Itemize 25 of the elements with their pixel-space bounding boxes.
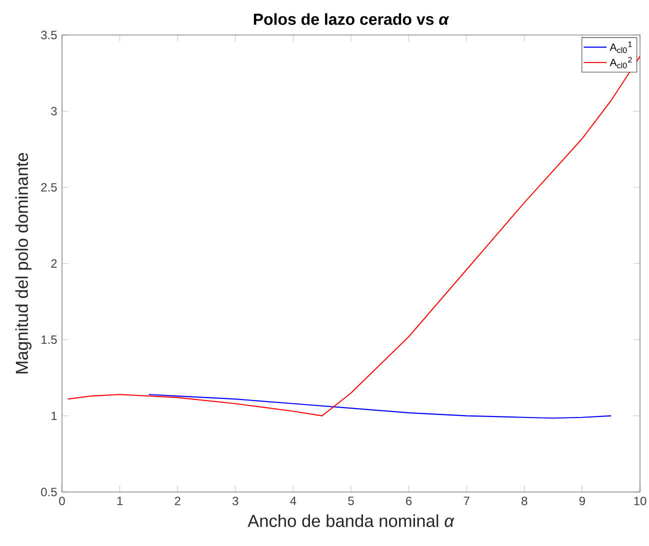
y-tick-label: 0.5 bbox=[41, 488, 57, 496]
y-tick-label: 2 bbox=[51, 259, 57, 268]
x-tick-label: 1 bbox=[117, 496, 123, 505]
x-axis-title: Ancho de banda nominal α bbox=[248, 514, 454, 528]
x-tick-label: 4 bbox=[290, 496, 296, 505]
x-tick-label: 8 bbox=[522, 496, 528, 506]
legend-label: A$_{cl0}$1 bbox=[610, 42, 632, 54]
x-tick-label: 5 bbox=[348, 496, 354, 506]
x-tick-label: 2 bbox=[174, 496, 180, 506]
y-tick-label: 3 bbox=[51, 106, 57, 116]
x-tick-label: 6 bbox=[406, 496, 412, 506]
legend-label: A$_{cl0}$2 bbox=[610, 56, 632, 68]
x-tick-label: 0 bbox=[59, 496, 65, 506]
y-tick-label: 1 bbox=[52, 412, 57, 420]
x-tick-label: 10 bbox=[634, 496, 646, 506]
y-tick-label: 3.5 bbox=[41, 30, 57, 40]
y-tick-label: 1.5 bbox=[42, 335, 57, 344]
x-tick-label: 7 bbox=[464, 496, 470, 505]
y-axis-title: Magnitud del polo dominante bbox=[15, 153, 32, 374]
x-tick-label: 9 bbox=[579, 496, 585, 506]
x-tick-label: 3 bbox=[232, 496, 238, 506]
y-tick-label: 2.5 bbox=[41, 183, 57, 192]
line-series bbox=[148, 394, 612, 419]
chart-title: Polos de lazo cerado vs α bbox=[254, 13, 450, 25]
line-series bbox=[67, 56, 640, 416]
